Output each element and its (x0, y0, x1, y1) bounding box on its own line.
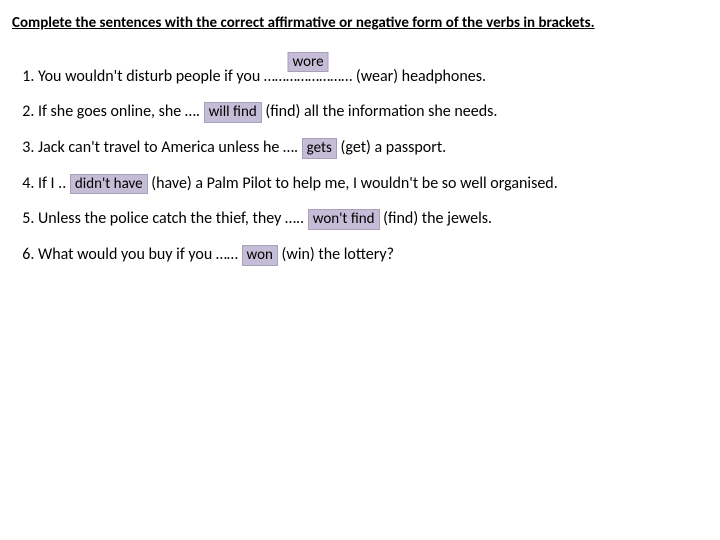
sentence-post: (have) a Palm Pilot to help me, I wouldn… (148, 174, 558, 193)
blank-wrap: wore…………………… (264, 66, 352, 88)
sentence-item: Unless the police catch the thief, they … (38, 208, 708, 230)
sentence-item: What would you buy if you …… won (win) t… (38, 244, 708, 266)
instruction-text: Complete the sentences with the correct … (12, 14, 708, 34)
sentence-item: If I .. didn't have (have) a Palm Pilot … (38, 173, 708, 195)
sentence-pre: Jack can't travel to America unless he …… (38, 138, 302, 157)
sentence-post: (find) the jewels. (380, 209, 493, 228)
sentence-post: (get) a passport. (337, 138, 446, 157)
sentence-post: (find) all the information she needs. (262, 102, 498, 121)
sentence-pre: If I .. (38, 174, 70, 193)
answer-highlight: wore (288, 52, 329, 73)
sentence-pre: What would you buy if you …… (38, 245, 242, 264)
sentence-list: You wouldn't disturb people if you wore…… (12, 66, 708, 266)
answer-highlight: didn't have (70, 174, 148, 195)
sentence-post: (win) the lottery? (278, 245, 394, 264)
sentence-item: You wouldn't disturb people if you wore…… (38, 66, 708, 88)
sentence-pre: If she goes online, she …. (38, 102, 204, 121)
sentence-item: Jack can't travel to America unless he …… (38, 137, 708, 159)
sentence-post: (wear) headphones. (352, 67, 486, 86)
sentence-item: If she goes online, she …. will find…………… (38, 101, 708, 123)
sentence-pre: You wouldn't disturb people if you (38, 67, 264, 86)
answer-highlight: gets (302, 138, 337, 159)
answer-highlight: won't find (308, 209, 380, 230)
answer-highlight: will find (204, 102, 262, 123)
sentence-pre: Unless the police catch the thief, they … (38, 209, 308, 228)
answer-highlight: won (242, 245, 278, 266)
worksheet-page: Complete the sentences with the correct … (0, 0, 720, 266)
